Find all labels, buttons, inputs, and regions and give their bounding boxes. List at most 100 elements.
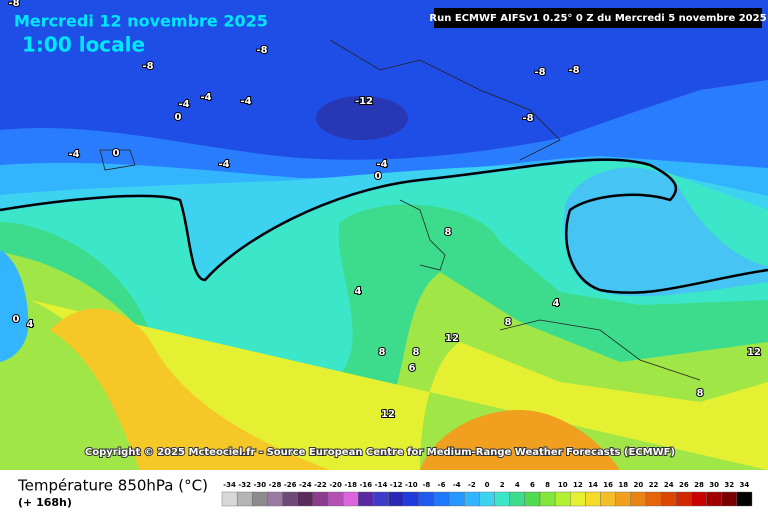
contour-label: -4 <box>200 92 211 103</box>
contour-label: -4 <box>68 149 79 160</box>
lead-time: (+ 168h) <box>18 496 72 509</box>
cold-region <box>563 167 768 297</box>
contour-label: 4 <box>27 319 34 330</box>
scale-swatch <box>630 491 647 507</box>
contour-label: 12 <box>747 347 761 358</box>
contour-label: 8 <box>505 317 512 328</box>
contour-label: 0 <box>375 171 382 182</box>
scale-label: -2 <box>468 481 476 489</box>
scale-label: 26 <box>679 481 689 489</box>
scale-label: 12 <box>573 481 583 489</box>
contour-label: 8 <box>413 347 420 358</box>
scale-label: 0 <box>485 481 490 489</box>
scale-swatch <box>388 491 404 507</box>
scale-label: -10 <box>405 481 418 489</box>
contour-label: 4 <box>553 298 560 309</box>
contour-label: 8 <box>379 347 386 358</box>
zero-isotherm <box>0 158 768 294</box>
scale-label: 28 <box>694 481 704 489</box>
scale-label: -14 <box>375 481 388 489</box>
scale-swatch <box>221 491 238 507</box>
copyright: Copyright © 2025 Mcteociel.fr - Source E… <box>85 447 675 458</box>
scale-swatch <box>600 491 616 507</box>
scale-label: -6 <box>438 481 446 489</box>
scale-label: -34 <box>223 481 236 489</box>
scale-label: -16 <box>360 481 373 489</box>
scale-swatch <box>479 491 495 507</box>
cold-region <box>0 250 29 362</box>
scale-swatch <box>660 491 677 507</box>
contour-label: -4 <box>240 96 251 107</box>
scale-swatch <box>676 491 692 507</box>
contour-label: -4 <box>218 159 229 170</box>
run-box <box>434 8 762 28</box>
scale-label: 10 <box>558 481 568 489</box>
scale-label: 18 <box>618 481 628 489</box>
scale-swatch <box>615 491 632 507</box>
scale-label: -28 <box>269 481 282 489</box>
contour-label: -8 <box>8 0 19 9</box>
warm-region <box>420 410 620 470</box>
temp-band <box>50 308 330 470</box>
scale-swatch <box>267 491 283 507</box>
scale-label: -24 <box>299 481 312 489</box>
scale-swatch <box>312 491 329 507</box>
scale-swatch <box>448 491 465 507</box>
scale-swatch <box>327 491 344 507</box>
contour-label: -8 <box>534 67 545 78</box>
contour-label: 0 <box>13 314 20 325</box>
scale-label: 20 <box>634 481 644 489</box>
legend-title: Température 850hPa (°C) <box>17 477 208 495</box>
scale-label: -32 <box>238 481 251 489</box>
contour-label: -8 <box>142 61 153 72</box>
scale-swatch <box>297 491 314 507</box>
map <box>0 0 768 470</box>
scale-label: 22 <box>649 481 659 489</box>
scale-swatch <box>282 491 298 507</box>
cold-pool <box>316 96 408 140</box>
scale-swatch <box>342 491 359 507</box>
forecast-date: Mercredi 12 novembre 2025 <box>14 12 268 31</box>
scale-label: 14 <box>588 481 598 489</box>
scale-swatch <box>252 491 268 507</box>
contour-label: -8 <box>522 113 533 124</box>
scale-label: -30 <box>254 481 267 489</box>
contour-label: -4 <box>376 159 387 170</box>
scale-label: -8 <box>423 481 431 489</box>
scale-label: -12 <box>390 481 403 489</box>
contour-label: 12 <box>445 333 459 344</box>
contour-label: -4 <box>178 99 189 110</box>
contour-label: 0 <box>113 148 120 159</box>
contour-label: -12 <box>355 96 373 107</box>
scale-label: -22 <box>314 481 327 489</box>
scale-label: 34 <box>740 481 750 489</box>
scale-label: 4 <box>515 481 520 489</box>
scale-swatch <box>418 491 435 507</box>
contour-label: 12 <box>381 409 395 420</box>
scale-swatch <box>554 491 571 507</box>
scale-label: -4 <box>453 481 461 489</box>
scale-swatch <box>721 491 738 507</box>
scale-swatch <box>570 491 586 507</box>
scale-label: 30 <box>709 481 719 489</box>
scale-swatch <box>691 491 707 507</box>
scale-label: 16 <box>603 481 613 489</box>
scale-swatch <box>585 491 601 507</box>
scale-swatch <box>403 491 420 507</box>
scale-label: 24 <box>664 481 674 489</box>
contour-label: -8 <box>256 45 267 56</box>
coastline <box>99 39 701 381</box>
scale-label: 2 <box>500 481 505 489</box>
scale-label: 6 <box>530 481 535 489</box>
scale-label: -26 <box>284 481 297 489</box>
contour-label: -8 <box>568 65 579 76</box>
contour-label: 6 <box>409 363 416 374</box>
contour-label: 8 <box>697 388 704 399</box>
scale-label: 8 <box>545 481 550 489</box>
scale-swatch <box>433 491 450 507</box>
scale-swatch <box>236 491 253 507</box>
scale-swatch <box>524 491 541 507</box>
contour-label: 8 <box>445 227 452 238</box>
